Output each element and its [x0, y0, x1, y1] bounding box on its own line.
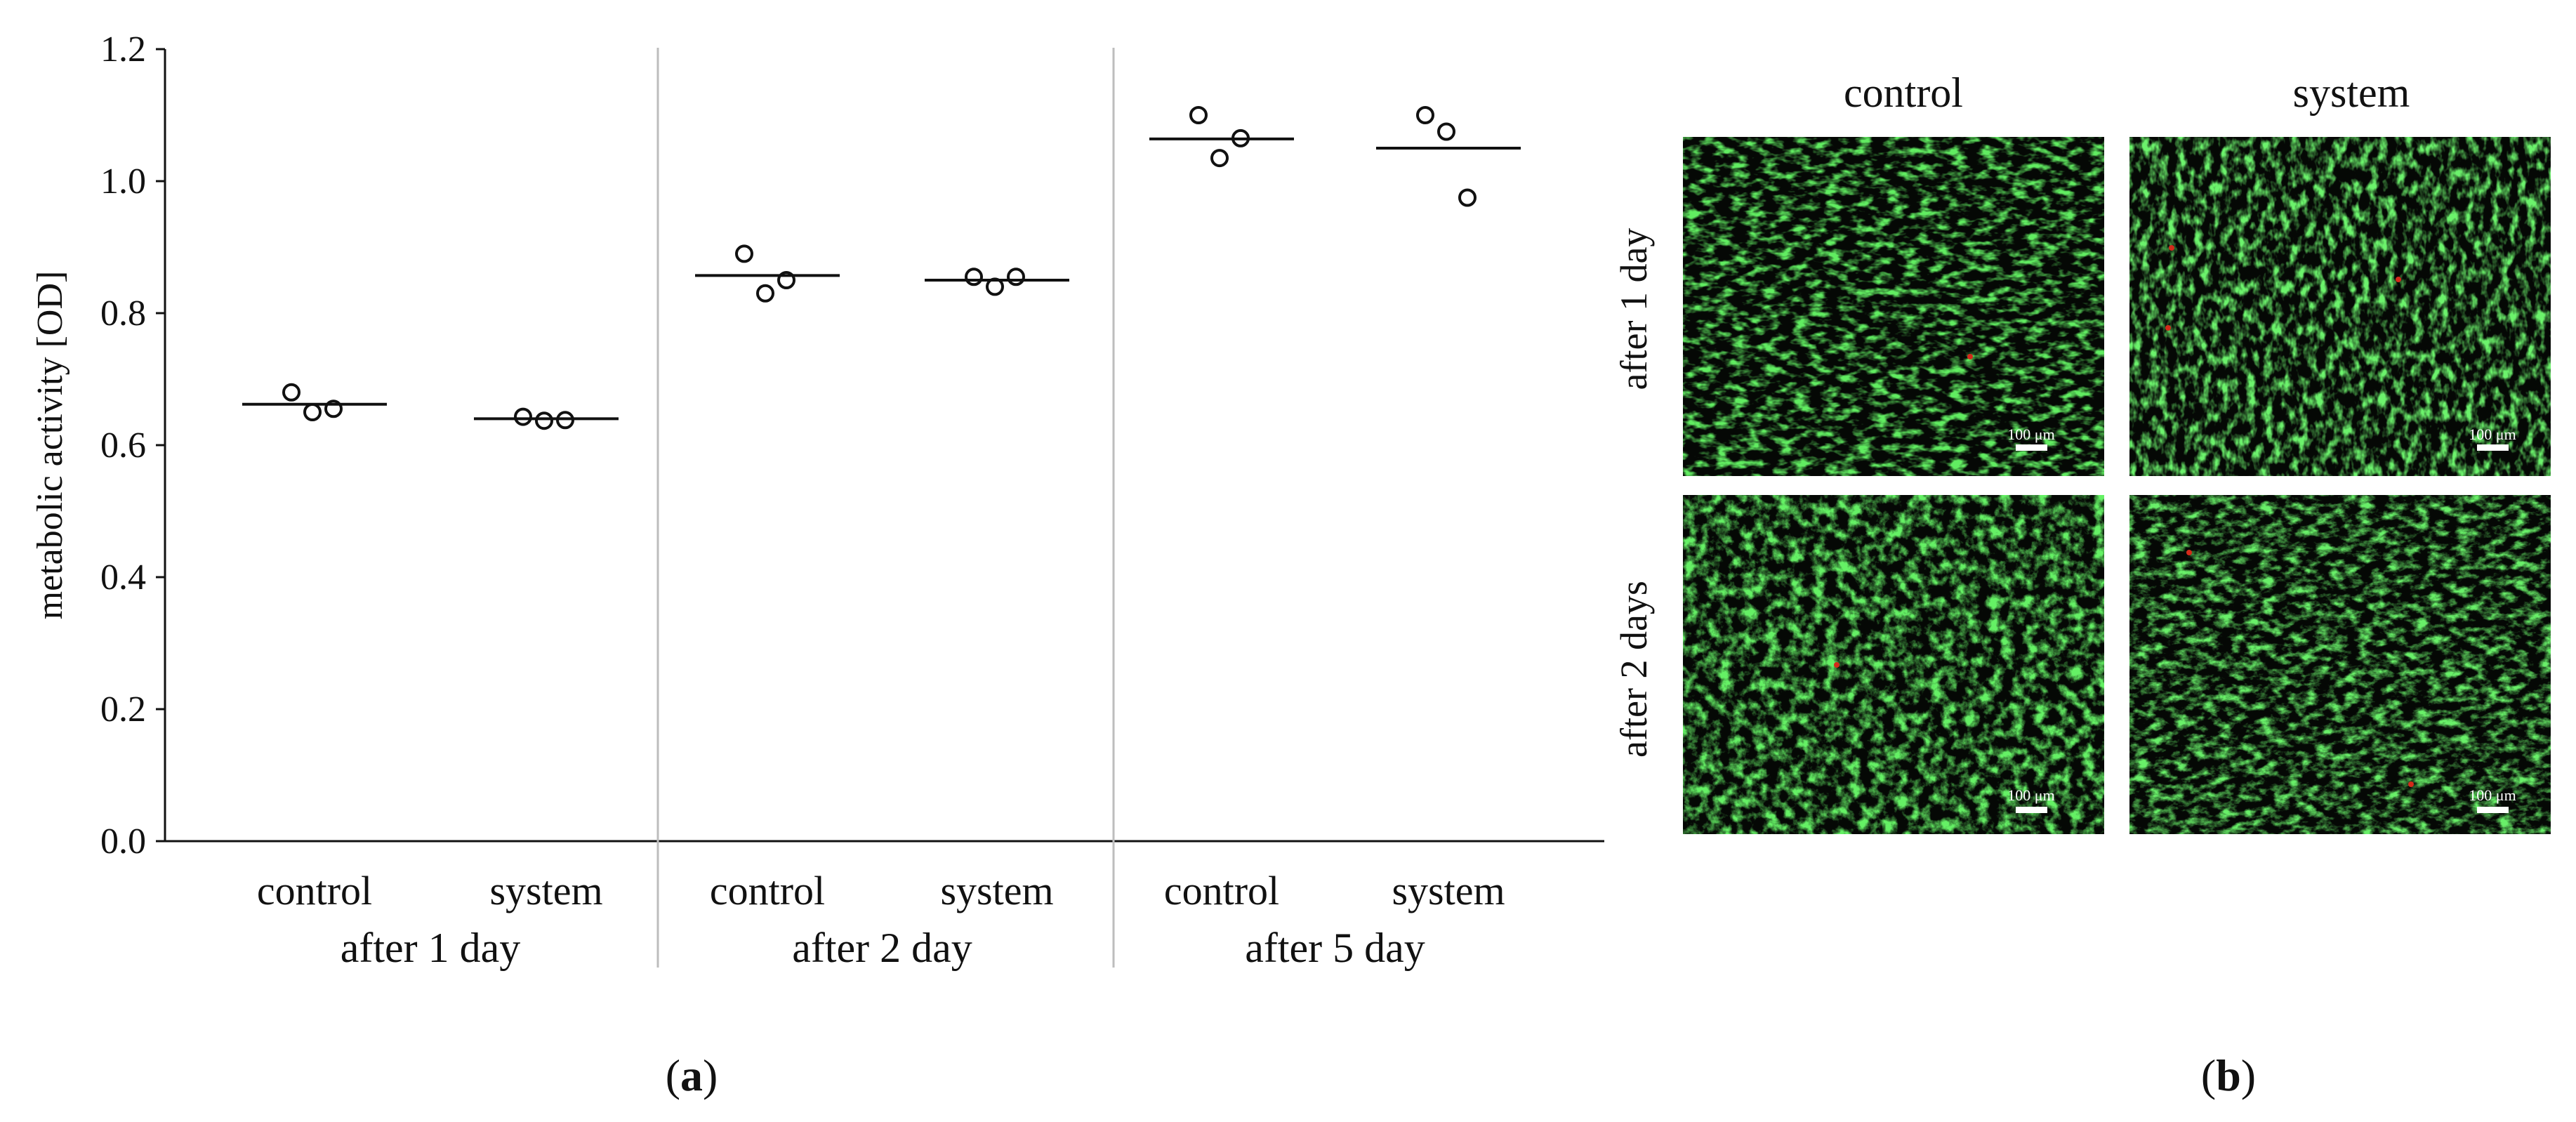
- scale-bar: [2016, 807, 2047, 813]
- metabolic-activity-chart: 0.00.20.40.60.81.01.2 control system contr…: [30, 29, 1604, 971]
- data-point: [756, 284, 774, 303]
- micrograph-system-after-1-day: 100 μm: [2129, 137, 2551, 476]
- dead-cell-marker: [2408, 781, 2414, 787]
- group-labels: after 1 day after 2 day after 5 day: [341, 925, 1425, 971]
- condition-labels: control system control system control system: [257, 868, 1505, 913]
- y-tick-label: 0.8: [100, 293, 146, 334]
- data-point: [1458, 188, 1477, 207]
- data-point: [1007, 268, 1025, 286]
- data-point: [1210, 149, 1229, 168]
- micrograph-grid: control system after 1 day after 2 days …: [1613, 70, 2551, 834]
- dead-cell-marker: [1834, 662, 1839, 668]
- condition-label: system: [1392, 868, 1505, 913]
- y-tick-label: 0.2: [100, 689, 146, 730]
- column-header-control: control: [1844, 70, 1963, 116]
- data-point: [535, 411, 553, 430]
- scale-bar-label: 100 μm: [2007, 786, 2054, 804]
- dead-cell-marker: [2186, 550, 2192, 555]
- scale-bar-label: 100 μm: [2469, 425, 2516, 443]
- data-point: [1189, 106, 1208, 124]
- condition-label: control: [710, 868, 825, 913]
- scale-bar: [2477, 444, 2509, 451]
- panel-label-b: (b): [2201, 1050, 2256, 1100]
- dead-cell-marker: [2396, 277, 2401, 282]
- data-point: [556, 411, 574, 430]
- scale-bar: [2477, 807, 2509, 813]
- data-point: [282, 383, 300, 402]
- y-axis-label: metabolic activity [OD]: [30, 271, 70, 620]
- group-label: after 2 day: [792, 925, 972, 971]
- scale-bar-label: 100 μm: [2007, 425, 2054, 443]
- column-header-system: system: [2293, 70, 2410, 116]
- condition-label: system: [489, 868, 602, 913]
- row-header-after-1-day: after 1 day: [1613, 228, 1655, 390]
- y-tick-label: 0.4: [100, 557, 146, 598]
- condition-label: system: [940, 868, 1053, 913]
- data-point: [1231, 128, 1250, 147]
- group-separators: [656, 48, 1115, 968]
- group-label: after 1 day: [341, 925, 521, 971]
- scale-bar: [2016, 444, 2047, 451]
- scale-bar-label: 100 μm: [2469, 786, 2516, 804]
- data-points: [282, 106, 1477, 430]
- panel-label-a: (a): [666, 1050, 718, 1100]
- data-point: [986, 277, 1004, 296]
- data-point: [514, 407, 532, 426]
- data-point: [735, 244, 753, 263]
- row-header-after-2-days: after 2 days: [1613, 581, 1655, 758]
- y-tick-label: 1.2: [100, 29, 146, 70]
- data-point: [1437, 122, 1455, 141]
- mean-lines: [242, 137, 1521, 421]
- micrograph-control-after-2-days: 100 μm: [1683, 495, 2104, 834]
- y-tick-label: 0.0: [100, 821, 146, 862]
- data-point: [965, 268, 983, 286]
- data-point: [777, 271, 795, 289]
- micrograph-control-after-1-day: 100 μm: [1683, 137, 2104, 476]
- y-axis-ticks: 0.0 0.2 0.4 0.6 0.8 1.0 1.2: [100, 29, 165, 862]
- y-tick-label: 0.6: [100, 425, 146, 466]
- data-point: [1416, 106, 1434, 124]
- dead-cell-marker: [1967, 354, 1973, 359]
- data-point: [324, 400, 343, 418]
- dead-cell-marker: [2169, 245, 2174, 251]
- micrograph-system-after-2-days: 100 μm: [2129, 495, 2551, 834]
- dead-cell-marker: [2165, 325, 2171, 331]
- group-label: after 5 day: [1245, 925, 1425, 971]
- condition-label: control: [1164, 868, 1279, 913]
- condition-label: control: [257, 868, 372, 913]
- data-point: [303, 403, 322, 421]
- y-tick-label: 1.0: [100, 161, 146, 202]
